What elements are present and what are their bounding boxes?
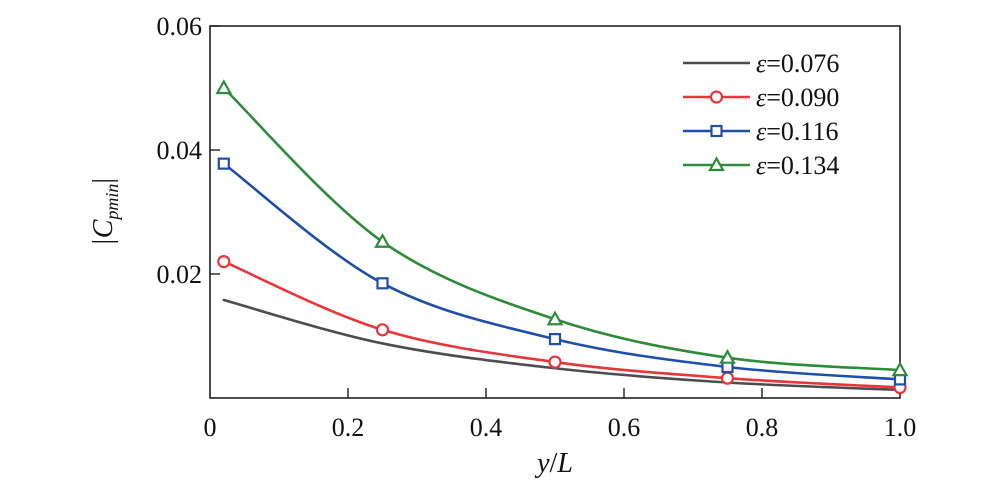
legend-value: =0.090 <box>766 83 839 112</box>
legend-symbol: ε <box>756 49 767 78</box>
x-tick-label: 0.2 <box>332 413 365 442</box>
triangle-marker <box>708 156 725 172</box>
square-marker <box>548 333 562 346</box>
circle-marker <box>217 255 231 269</box>
x-tick-label: 0.8 <box>746 413 779 442</box>
y-axis-label-sub: pmin <box>102 184 122 222</box>
legend-item: ε=0.134 <box>683 151 839 180</box>
series-square <box>217 157 907 386</box>
legend-item: ε=0.090 <box>683 83 839 112</box>
series-line <box>222 298 902 392</box>
x-axis-label-var: y <box>534 448 550 479</box>
series-layer <box>215 79 909 395</box>
series-none <box>222 298 902 392</box>
legend-value: =0.116 <box>766 117 838 146</box>
legend-label: ε=0.090 <box>756 83 839 112</box>
circle-marker <box>548 355 562 369</box>
y-axis-label-main: |C <box>88 219 119 246</box>
y-tick-label: 0.02 <box>157 260 203 289</box>
x-tick-label: 0 <box>204 413 217 442</box>
legend-symbol: ε <box>756 117 767 146</box>
triangle-marker <box>374 233 391 248</box>
legend-value: =0.134 <box>766 151 839 180</box>
y-axis-label: |Cpmin| <box>88 178 122 246</box>
triangle-marker <box>546 310 564 326</box>
circle-marker <box>720 371 735 385</box>
circle-marker <box>709 90 724 104</box>
triangle-marker <box>215 79 233 95</box>
square-marker <box>376 277 389 290</box>
y-tick-label: 0.04 <box>157 136 203 165</box>
legend-label: ε=0.076 <box>756 49 839 78</box>
circle-marker <box>375 323 390 337</box>
legend-item: ε=0.116 <box>683 117 838 146</box>
legend-label: ε=0.116 <box>756 117 838 146</box>
x-tick-label: 1.0 <box>884 413 917 442</box>
x-axis-label-var2: L <box>556 448 573 479</box>
y-tick-label: 0.06 <box>157 12 203 41</box>
legend-symbol: ε <box>756 151 767 180</box>
x-tick-label: 0.4 <box>470 413 503 442</box>
triangle-marker <box>891 361 909 377</box>
legend-value: =0.076 <box>766 49 839 78</box>
square-marker <box>710 124 723 138</box>
square-marker <box>217 157 230 170</box>
x-axis-label: y/L <box>534 448 573 479</box>
legend-item: ε=0.076 <box>683 49 839 78</box>
series-triangle <box>215 79 909 377</box>
triangle-marker <box>719 348 736 364</box>
legend-symbol: ε <box>756 83 767 112</box>
axes: 0 0.2 0.4 0.6 0.8 1.0 0.02 0.04 0.06 <box>157 12 917 442</box>
x-tick-label: 0.6 <box>608 413 641 442</box>
x-axis-label-sep: / <box>550 448 558 479</box>
y-axis-label-close: | <box>88 178 119 184</box>
series-line <box>222 162 902 381</box>
legend-label: ε=0.134 <box>756 151 839 180</box>
plot-frame <box>209 25 901 399</box>
